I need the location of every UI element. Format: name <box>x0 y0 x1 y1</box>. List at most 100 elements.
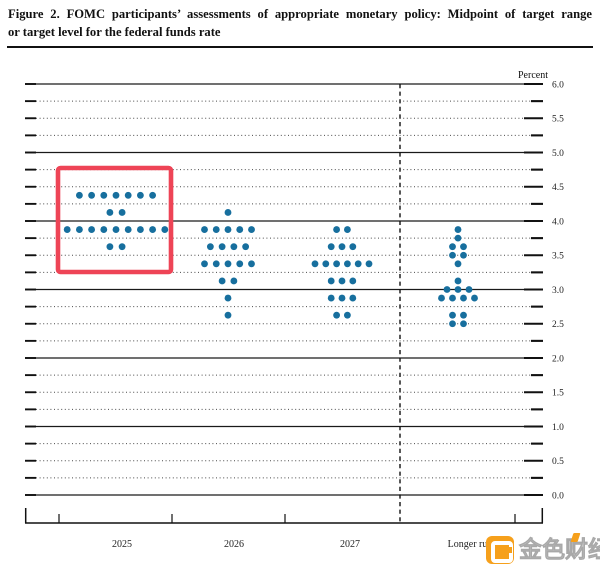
dot <box>224 226 232 233</box>
dot <box>349 294 357 302</box>
dot <box>349 277 357 285</box>
dot <box>236 260 244 268</box>
dot <box>242 243 250 251</box>
dot <box>206 243 214 251</box>
dot <box>454 234 462 242</box>
dot <box>124 226 132 233</box>
dot <box>161 226 169 233</box>
dot <box>454 260 462 268</box>
dots-longer-run <box>438 226 478 328</box>
dot <box>201 226 208 233</box>
dot <box>76 191 83 199</box>
dot <box>338 243 346 251</box>
gridlines <box>25 82 543 497</box>
category-label-2025: 2025 <box>112 539 132 550</box>
dot <box>460 320 467 328</box>
dot <box>224 209 232 216</box>
dot <box>344 260 351 268</box>
dot <box>137 191 144 199</box>
dot <box>327 294 335 302</box>
dot <box>230 243 238 251</box>
dot <box>460 243 467 251</box>
dot <box>322 260 330 268</box>
category-label-longer-run: Longer run <box>448 539 493 550</box>
dot <box>106 209 114 216</box>
percent-axis-title: Percent <box>518 70 548 81</box>
highlight-box-2025 <box>55 165 174 275</box>
category-labels: 2025 2026 2027 Longer run <box>112 539 492 550</box>
dot <box>438 294 445 302</box>
dot <box>224 294 232 302</box>
dot <box>454 226 462 233</box>
dot <box>338 277 346 285</box>
dot <box>218 277 226 285</box>
y-axis-tick-label: 2.5 <box>552 320 564 330</box>
y-axis-tick-label: 4.0 <box>552 217 564 227</box>
dot <box>460 294 467 302</box>
dot <box>224 260 232 268</box>
dot <box>333 260 340 268</box>
dot <box>149 226 157 233</box>
dot <box>100 226 108 233</box>
dots-2027 <box>311 226 373 319</box>
dot <box>100 191 108 199</box>
dot <box>471 294 478 302</box>
dot <box>449 251 456 259</box>
dot <box>248 260 255 268</box>
y-axis-tick-label: 4.5 <box>552 183 564 193</box>
y-axis-tick-label: 3.0 <box>552 286 564 296</box>
dot <box>465 286 473 293</box>
dot <box>88 191 95 199</box>
dot <box>327 243 335 251</box>
dot <box>460 311 467 319</box>
figure-title-line2: or target level for the federal funds ra… <box>8 24 221 39</box>
dot <box>212 260 220 268</box>
dot <box>344 311 351 319</box>
dot <box>354 260 362 268</box>
dot <box>365 260 373 268</box>
y-axis-tick-label: 3.5 <box>552 252 564 262</box>
dot <box>230 277 238 285</box>
dot <box>460 251 467 259</box>
dot <box>149 191 157 199</box>
dot <box>449 243 456 251</box>
y-axis-labels: 6.0 5.5 5.0 4.5 4.0 3.5 3.0 2.5 2.0 1.5 1.0 0.5 0.0 <box>552 80 564 501</box>
dot <box>212 226 220 233</box>
dot <box>224 311 232 319</box>
dot <box>201 260 208 268</box>
dots-2025 <box>63 191 169 251</box>
dot <box>218 243 226 251</box>
dot <box>137 226 144 233</box>
dot <box>118 243 126 251</box>
dot <box>63 226 71 233</box>
figure-title-line1: Figure 2. FOMC participants’ assessments… <box>8 7 592 21</box>
dot <box>311 260 319 268</box>
y-axis-tick-label: 5.0 <box>552 149 564 159</box>
watermark-text: 金色财经 <box>519 533 600 564</box>
dot <box>333 226 340 233</box>
y-axis-tick-label: 6.0 <box>552 80 564 90</box>
dot <box>443 286 451 293</box>
dot <box>327 277 335 285</box>
dot <box>124 191 132 199</box>
x-axis <box>24 84 544 524</box>
dot <box>454 277 462 285</box>
dot <box>76 226 83 233</box>
dot <box>454 286 462 293</box>
dot <box>236 226 244 233</box>
category-label-2027: 2027 <box>340 539 360 550</box>
y-axis-tick-label: 2.0 <box>552 354 564 364</box>
dot <box>88 226 95 233</box>
dot <box>344 226 351 233</box>
title-rule <box>7 46 593 49</box>
jinse-logo-icon <box>486 536 514 564</box>
y-axis-tick-label: 0.0 <box>552 491 564 501</box>
dot <box>248 226 255 233</box>
y-axis-tick-label: 1.0 <box>552 423 564 433</box>
dot <box>338 294 346 302</box>
watermark: 金色财经 <box>486 533 600 564</box>
dot <box>118 209 126 216</box>
y-axis-tick-label: 1.5 <box>552 389 564 399</box>
